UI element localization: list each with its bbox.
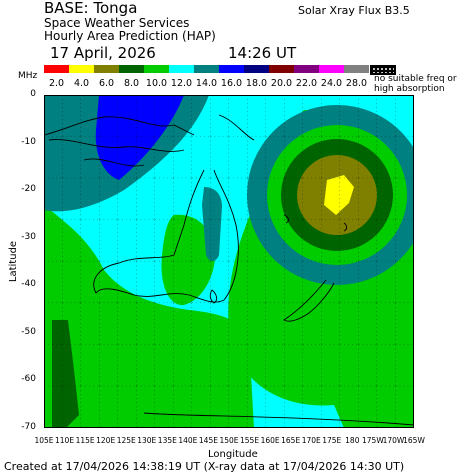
legend-note-line1: no suitable freq or — [374, 74, 457, 84]
legend-label: 24.0 — [320, 78, 343, 89]
legend-label: 4.0 — [73, 78, 90, 89]
legend-note: no suitable freq or high absorption — [374, 74, 457, 94]
legend-note-line2: high absorption — [374, 84, 445, 94]
y-tick-label: -60 — [21, 374, 36, 385]
forecast-time: 14:26 UT — [228, 44, 297, 62]
y-tick-label: -40 — [21, 279, 36, 290]
map-canvas — [44, 95, 414, 428]
x-tick-label: 105E — [34, 436, 54, 445]
map-grid — [44, 95, 414, 428]
legend-label: 10.0 — [145, 78, 168, 89]
legend-swatch — [244, 65, 269, 73]
legend-label: 8.0 — [123, 78, 140, 89]
legend-swatch — [194, 65, 219, 73]
y-tick-label: -10 — [21, 136, 36, 147]
x-tick-label: 145E — [198, 436, 218, 445]
x-tick-label: 175E — [322, 436, 342, 445]
x-tick-label: 130E — [137, 436, 157, 445]
x-tick-label: 175W — [362, 436, 384, 445]
legend-swatch — [319, 65, 344, 73]
y-tick-label: 0 — [30, 89, 36, 99]
y-tick-label: -20 — [21, 184, 36, 195]
x-axis-label: Longitude — [208, 449, 258, 460]
xray-flux-label: Solar Xray Flux B3.5 — [298, 4, 410, 17]
x-tick-label: 125E — [116, 436, 136, 445]
legend-label: 18.0 — [245, 78, 268, 89]
y-tick-label: -70 — [21, 422, 36, 432]
y-tick-label: -50 — [21, 326, 36, 337]
x-tick-label: 165W — [403, 436, 425, 445]
y-tick-label: -30 — [21, 231, 36, 242]
x-tick-label: 110E — [55, 436, 75, 445]
legend-swatch — [169, 65, 194, 73]
x-tick-label: 115E — [75, 436, 95, 445]
footer-timestamp: Created at 17/04/2026 14:38:19 UT (X-ray… — [4, 460, 405, 473]
legend-label: 20.0 — [270, 78, 293, 89]
x-tick-label: 165E — [281, 436, 301, 445]
service-name: Space Weather Services — [44, 16, 190, 30]
legend-swatch — [269, 65, 294, 73]
legend-swatch — [94, 65, 119, 73]
x-tick-label: 170W — [382, 436, 405, 445]
x-tick-label: 140E — [178, 436, 198, 445]
product-name: Hourly Area Prediction (HAP) — [44, 29, 216, 43]
legend-label: 22.0 — [295, 78, 318, 89]
x-tick-label: 170E — [301, 436, 321, 445]
x-tick-label: 180 — [345, 436, 360, 445]
legend-swatch — [219, 65, 244, 73]
legend-swatch — [344, 65, 369, 73]
legend-swatch — [144, 65, 169, 73]
x-tick-label: 155E — [240, 436, 260, 445]
legend-unit: MHz — [18, 71, 38, 81]
legend-label: 28.0 — [345, 78, 368, 89]
legend-swatch — [119, 65, 144, 73]
legend-label: 6.0 — [98, 78, 115, 89]
legend-label: 14.0 — [195, 78, 218, 89]
legend-label: 2.0 — [48, 78, 65, 89]
base-title: BASE: Tonga — [44, 0, 138, 17]
legend-hatch-swatch — [370, 65, 396, 75]
x-tick-label: 120E — [96, 436, 116, 445]
legend-label: 16.0 — [220, 78, 243, 89]
y-axis-label: Latitude — [8, 240, 20, 283]
forecast-date: 17 April, 2026 — [50, 44, 156, 62]
legend-label: 12.0 — [170, 78, 193, 89]
x-tick-label: 150E — [219, 436, 239, 445]
legend-swatch — [69, 65, 94, 73]
legend-swatch — [44, 65, 69, 73]
legend-swatch — [294, 65, 319, 73]
map-border — [44, 95, 414, 428]
propagation-map — [44, 95, 414, 428]
x-tick-label: 160E — [260, 436, 280, 445]
x-tick-label: 135E — [157, 436, 177, 445]
